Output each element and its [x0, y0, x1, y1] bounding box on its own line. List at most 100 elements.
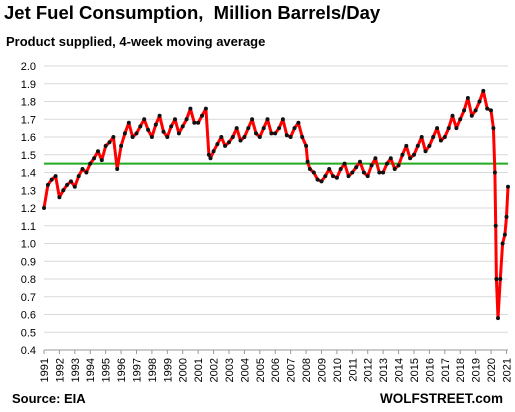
data-point: [53, 174, 58, 179]
data-point: [358, 159, 362, 164]
gridlines: [44, 65, 508, 351]
data-point: [338, 167, 343, 171]
data-point: [462, 108, 467, 113]
source-note: Source: EIA: [12, 391, 86, 406]
data-point: [146, 127, 151, 132]
data-point: [265, 117, 270, 122]
data-point: [496, 316, 500, 321]
data-point: [315, 177, 320, 182]
data-point: [254, 131, 258, 136]
y-tick-label: 0.6: [21, 310, 36, 322]
data-point: [304, 143, 309, 148]
data-point: [400, 152, 405, 157]
y-tick-label: 1.3: [21, 185, 36, 197]
data-point: [234, 126, 239, 131]
data-point: [203, 106, 208, 111]
data-point: [242, 135, 247, 139]
x-tick-label: 1997: [131, 358, 143, 382]
x-tick-label: 2014: [394, 358, 406, 382]
data-point: [223, 143, 228, 148]
data-point: [408, 156, 413, 161]
data-point: [498, 277, 503, 281]
data-point: [57, 195, 62, 200]
data-point: [504, 214, 509, 219]
x-tick-label: 2008: [301, 358, 313, 382]
data-point: [485, 106, 490, 111]
data-point: [438, 138, 443, 143]
data-point: [377, 170, 382, 175]
x-tick-label: 2002: [209, 358, 221, 382]
x-tick-label: 2016: [424, 358, 436, 382]
data-point: [107, 140, 112, 145]
data-point: [61, 188, 66, 193]
data-point: [506, 184, 510, 189]
data-point: [188, 106, 193, 111]
data-point: [415, 143, 420, 148]
x-tick-label: 1991: [39, 358, 51, 382]
data-point: [157, 113, 162, 118]
x-tick-label: 2006: [270, 358, 282, 382]
data-point: [305, 159, 310, 164]
data-point: [84, 170, 89, 175]
x-tick-label: 1998: [147, 358, 159, 382]
data-point: [361, 170, 366, 175]
data-point: [296, 120, 301, 125]
x-tick-label: 1995: [101, 358, 113, 382]
y-tick-label: 1.2: [21, 203, 36, 215]
data-point: [200, 113, 204, 118]
data-point: [412, 152, 416, 157]
data-point: [427, 143, 432, 148]
data-point: [111, 135, 116, 139]
x-tick-label: 1993: [70, 358, 82, 382]
x-tick-label: 2011: [347, 358, 359, 382]
data-point: [122, 131, 127, 136]
data-point: [327, 167, 332, 171]
data-point: [72, 184, 77, 189]
data-point: [257, 135, 262, 139]
y-tick-label: 2.0: [21, 61, 36, 73]
data-point: [130, 135, 135, 139]
data-point: [211, 149, 216, 154]
data-point: [493, 223, 498, 228]
data-point: [280, 117, 285, 122]
data-point: [311, 170, 316, 175]
data-point: [180, 124, 185, 129]
data-point: [165, 135, 170, 139]
data-point: [489, 108, 493, 113]
data-point: [215, 142, 220, 147]
data-point: [419, 135, 424, 139]
data-point: [184, 117, 189, 122]
data-point: [142, 117, 147, 122]
data-point: [45, 182, 50, 187]
series-group: [42, 88, 510, 321]
data-point: [277, 126, 282, 131]
y-tick-label: 1.1: [21, 221, 36, 233]
x-tick-label: 2015: [409, 358, 421, 382]
data-point: [392, 167, 397, 171]
data-point: [42, 206, 46, 210]
data-point: [92, 156, 97, 161]
data-point: [454, 126, 459, 131]
data-point: [76, 174, 81, 179]
y-tick-label: 1.8: [21, 97, 36, 109]
data-point: [292, 126, 297, 131]
data-point: [431, 135, 436, 139]
data-point: [450, 113, 455, 118]
y-tick-label: 0.5: [21, 327, 36, 339]
data-point: [250, 117, 255, 122]
data-point: [69, 179, 73, 184]
data-point: [346, 174, 351, 179]
x-tick-label: 2000: [178, 358, 190, 382]
data-point: [342, 161, 347, 166]
data-point: [350, 170, 355, 175]
x-tick-label: 2004: [239, 358, 251, 382]
data-point: [246, 126, 251, 131]
data-point: [169, 124, 174, 129]
y-tick-label: 0.7: [21, 292, 36, 304]
data-point: [88, 161, 93, 166]
x-tick-label: 2020: [486, 358, 498, 382]
data-point: [502, 232, 507, 237]
data-point: [323, 174, 328, 179]
x-axis: 1991 1992 1993 1994 1995 1996 1997 1998 1999 2000…: [39, 349, 513, 382]
